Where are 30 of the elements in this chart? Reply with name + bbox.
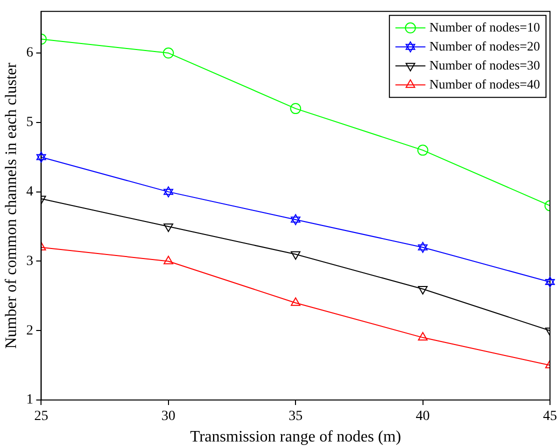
y-tick-label: 6	[26, 46, 34, 61]
point	[164, 256, 174, 264]
y-tick-label: 2	[26, 323, 34, 338]
point	[36, 152, 46, 163]
legend-label: Number of nodes=10	[429, 19, 540, 34]
y-tick-label: 3	[26, 254, 34, 269]
x-tick-label: 25	[34, 409, 48, 424]
point	[290, 214, 300, 226]
x-tick-label: 30	[161, 409, 176, 424]
point	[162, 48, 174, 59]
x-tick-label: 45	[543, 409, 557, 424]
y-tick-label: 5	[26, 115, 34, 130]
legend-label: Number of nodes=20	[429, 38, 540, 54]
x-axis-title: Transmission range of nodes (m)	[190, 428, 402, 446]
x-tick-label: 35	[288, 409, 303, 424]
point	[545, 276, 555, 288]
y-tick-label: 1	[26, 392, 34, 408]
legend-label: Number of nodes=30	[429, 57, 540, 72]
point	[418, 332, 428, 341]
y-axis-title: Number of common channels in each cluster	[2, 62, 20, 349]
point	[290, 251, 300, 260]
point	[164, 186, 174, 198]
point	[417, 144, 428, 156]
point	[290, 103, 302, 114]
point	[418, 242, 428, 253]
point	[290, 297, 300, 306]
y-tick-label: 4	[26, 184, 34, 200]
legend-label: Number of nodes=40	[429, 76, 540, 92]
x-tick-label: 40	[416, 409, 430, 424]
point	[418, 286, 428, 294]
